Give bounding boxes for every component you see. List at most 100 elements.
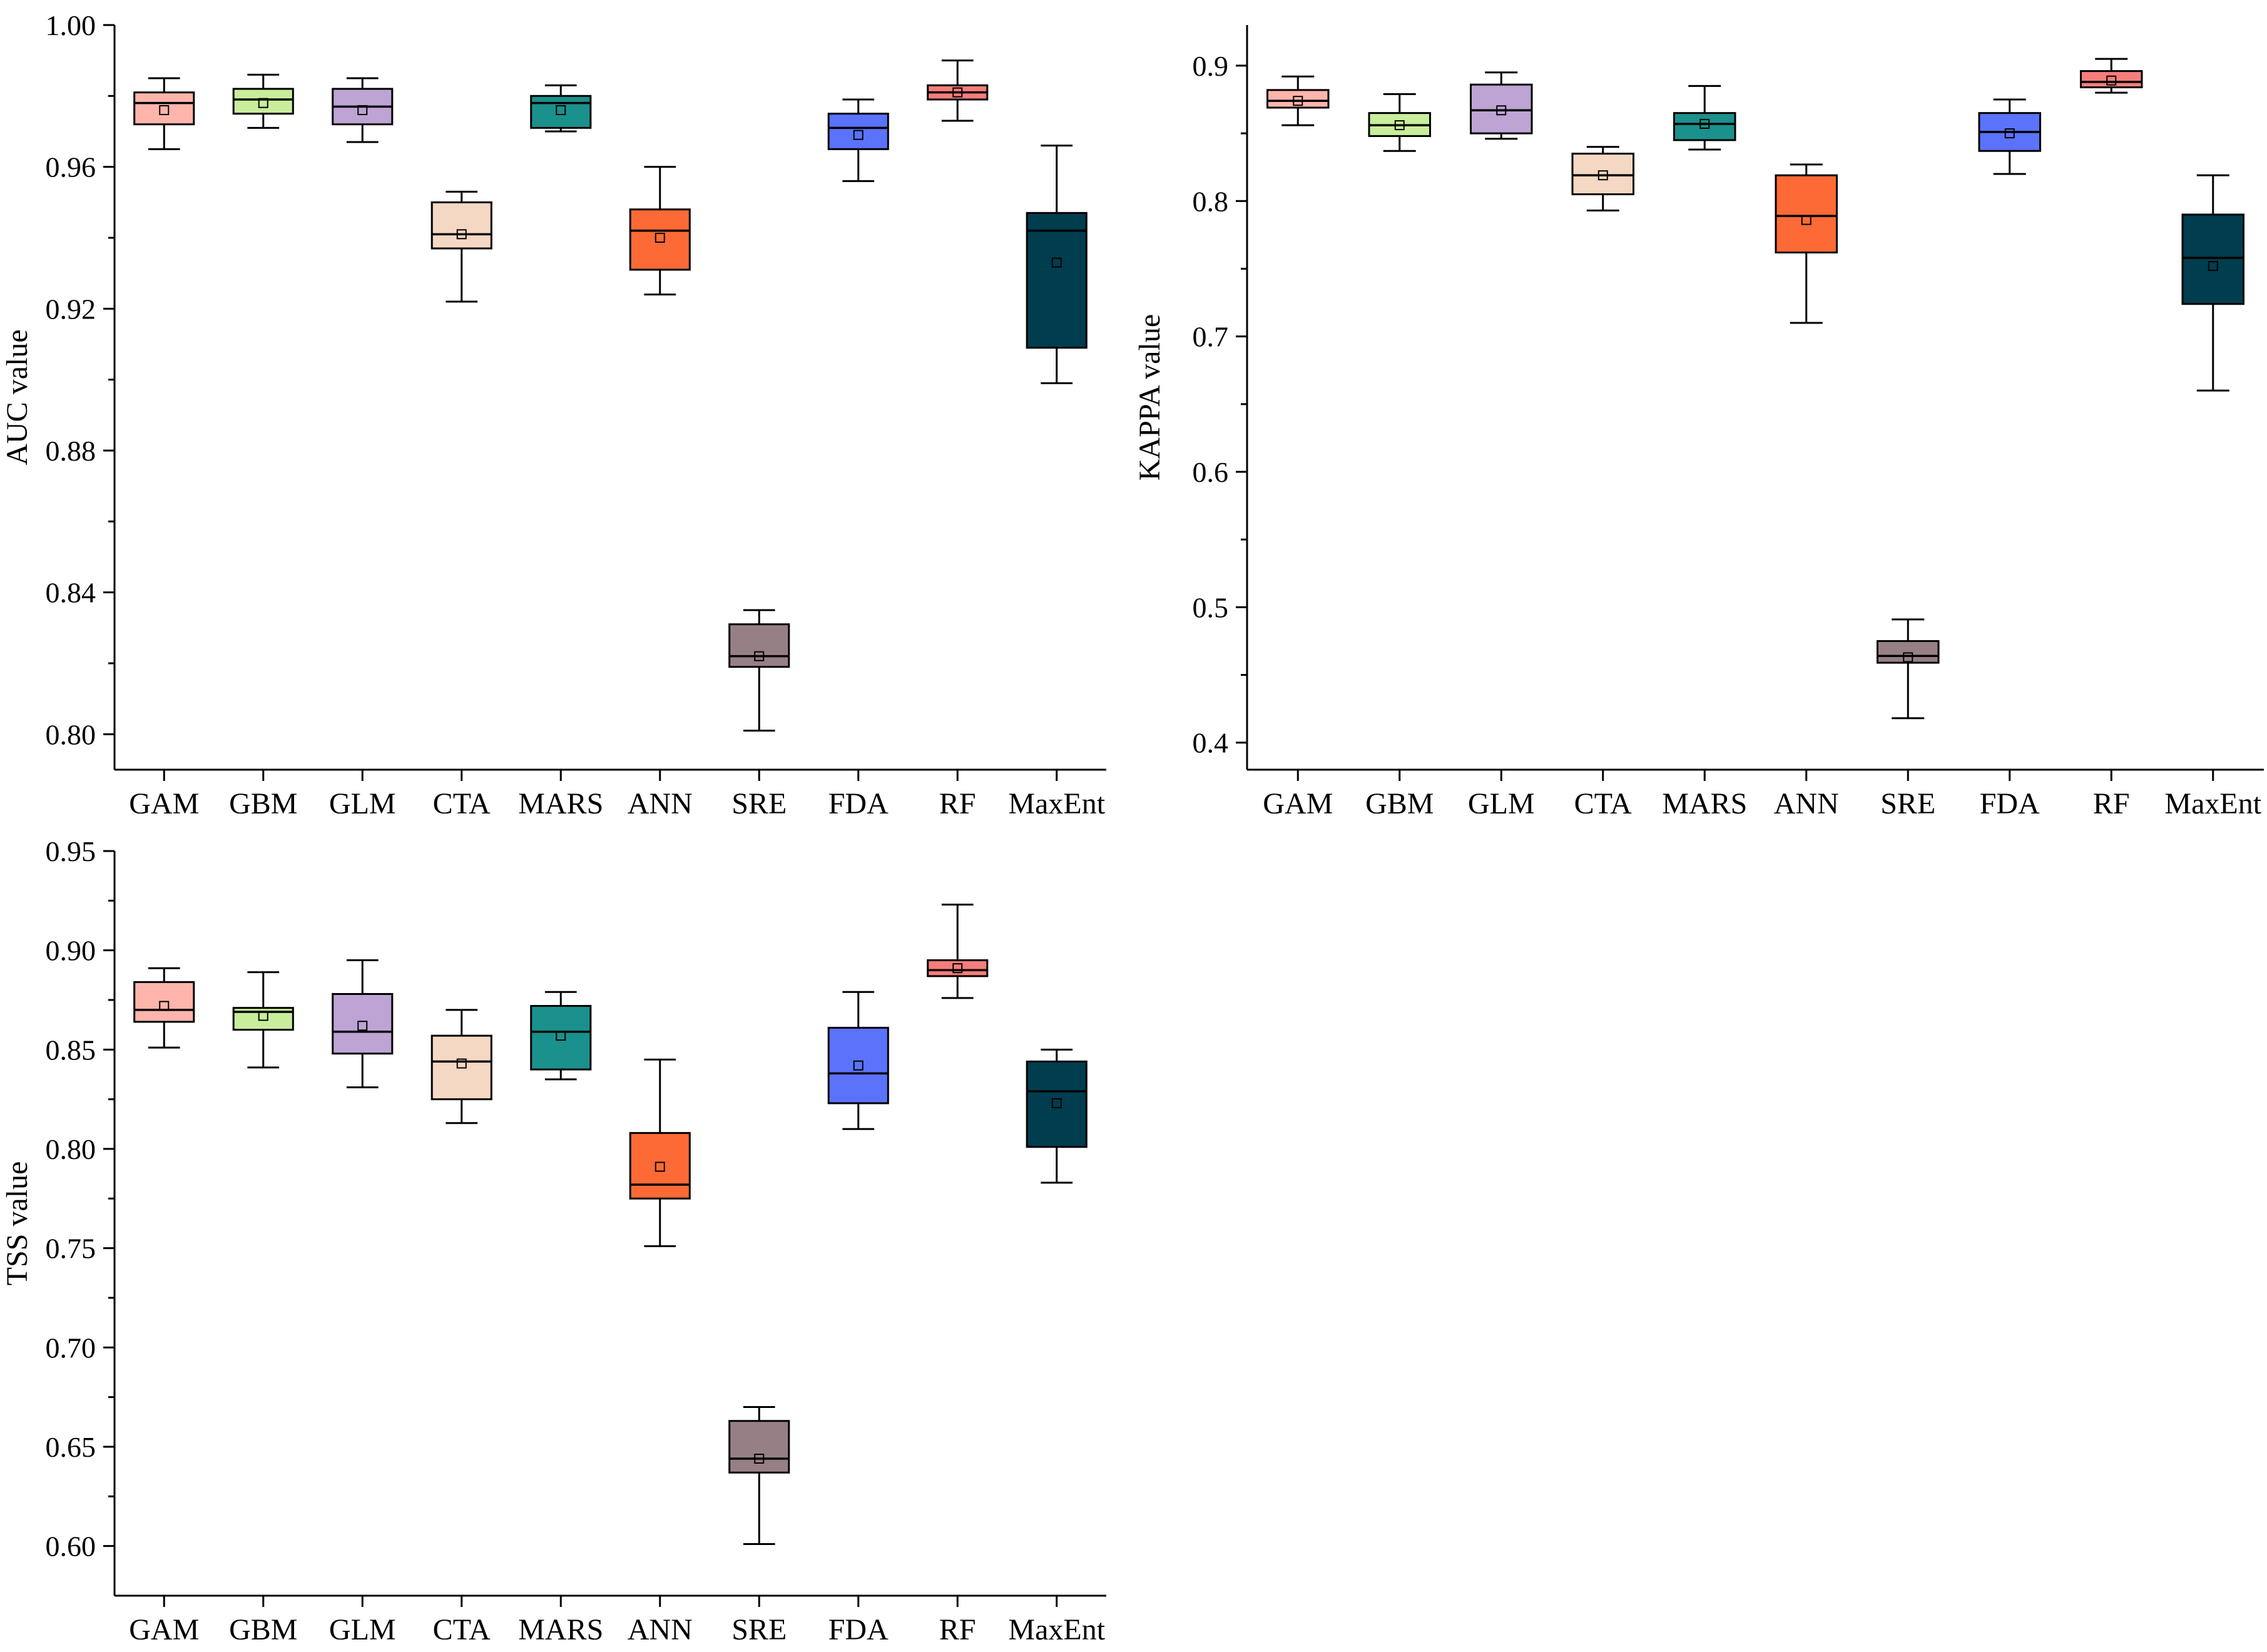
x-tick-label-mars: MARS (518, 787, 603, 820)
box-sre (728, 1406, 790, 1545)
mean-marker (952, 963, 963, 974)
x-tick-label-gbm: GBM (1365, 787, 1434, 820)
x-tick-label-cta: CTA (433, 787, 491, 820)
chart-panel-1: 0.80 0.84 0.88 0.92 0.96 1.00 AUC value GAM GBM G… (1, 9, 1106, 820)
iqr-box (1673, 112, 1736, 141)
mean-marker (1699, 118, 1710, 129)
x-tick-label-gam: GAM (129, 787, 199, 820)
y-tick-label: 1.00 (46, 9, 96, 41)
mean-marker (1394, 120, 1405, 131)
box-sre (1877, 618, 1940, 720)
box-fda (1978, 98, 2041, 175)
x-tick-label-maxent: MaxEnt (1008, 787, 1105, 820)
x-tick-label-maxent: MaxEnt (1008, 1613, 1105, 1646)
iqr-box (728, 623, 790, 668)
box-maxent (1026, 1048, 1088, 1184)
x-tick-label-rf: RF (2093, 787, 2130, 820)
mean-marker (952, 87, 963, 98)
x-tick-label-fda: FDA (1980, 787, 2040, 820)
box-ann (1775, 163, 1838, 324)
x-tick-label-glm: GLM (1468, 787, 1535, 820)
box-cta (1571, 146, 1634, 212)
iqr-box (629, 1132, 691, 1200)
iqr-box (1026, 212, 1088, 349)
mean-marker (1496, 105, 1507, 116)
chart-panel-2: 0.4 0.5 0.6 0.7 0.8 0.9 KAPPA value GAM GBM GLM CT… (1133, 25, 2264, 820)
iqr-box (827, 1026, 889, 1104)
box-gam (133, 77, 195, 150)
iqr-box (2181, 213, 2244, 305)
iqr-box (1877, 640, 1940, 664)
x-tick-label-cta: CTA (433, 1613, 491, 1646)
y-tick-label: 0.60 (46, 1531, 96, 1563)
y-tick-label: 0.80 (46, 718, 96, 750)
y-tick-label: 0.8 (1193, 185, 1229, 217)
iqr-box (1571, 153, 1634, 195)
box-ann (629, 166, 691, 296)
x-tick-label-fda: FDA (828, 1613, 889, 1646)
x-tick-label-cta: CTA (1574, 787, 1632, 820)
y-tick-label: 0.65 (46, 1431, 96, 1463)
mean-marker (1597, 170, 1608, 181)
x-tick-label-gbm: GBM (229, 787, 297, 820)
y-tick-label: 0.92 (46, 293, 96, 325)
iqr-box (133, 91, 195, 126)
mean-marker (357, 105, 368, 115)
mean-marker (655, 233, 665, 243)
mean-marker (754, 1454, 765, 1464)
mean-marker (1801, 215, 1811, 225)
iqr-box (629, 208, 691, 271)
box-gbm (232, 73, 294, 129)
box-cta (430, 1009, 492, 1124)
box-rf (927, 904, 989, 999)
x-tick-label-mars: MARS (518, 1613, 603, 1646)
iqr-box (728, 1420, 790, 1474)
x-tick-label-rf: RF (939, 1613, 976, 1646)
mean-marker (159, 105, 170, 115)
iqr-box (530, 94, 592, 129)
mean-marker (1051, 257, 1062, 268)
y-tick-label: 0.96 (46, 151, 96, 183)
mean-marker (159, 1001, 170, 1011)
y-tick-label: 0.95 (46, 835, 96, 867)
mean-marker (754, 651, 765, 661)
x-tick-label-ann: ANN (1774, 787, 1839, 820)
mean-marker (456, 1058, 467, 1069)
box-maxent (2181, 174, 2244, 392)
mean-marker (655, 1161, 665, 1172)
mean-marker (1293, 96, 1303, 106)
y-axis-title: KAPPA value (1133, 314, 1166, 481)
iqr-box (232, 88, 294, 115)
y-tick-label: 0.6 (1193, 456, 1229, 488)
box-mars (1673, 84, 1736, 151)
box-mars (530, 84, 592, 133)
mean-marker (853, 1060, 863, 1071)
iqr-box (1026, 1060, 1088, 1148)
box-fda (827, 98, 889, 182)
box-glm (332, 959, 394, 1089)
y-tick-label: 0.7 (1193, 321, 1229, 353)
x-tick-label-ann: ANN (628, 787, 693, 820)
iqr-box (1470, 83, 1533, 135)
y-tick-label: 0.80 (46, 1133, 96, 1165)
box-gbm (1368, 93, 1431, 152)
chart-panel-3: 0.60 0.65 0.70 0.75 0.80 0.85 0.90 0.95 TSS valu… (1, 835, 1106, 1646)
iqr-box (1266, 89, 1330, 109)
mean-marker (357, 1021, 368, 1031)
y-axis-title: TSS value (1, 1161, 34, 1286)
y-tick-label: 0.9 (1193, 50, 1229, 82)
box-rf (927, 59, 989, 122)
box-maxent (1026, 145, 1088, 384)
iqr-box (332, 992, 394, 1055)
mean-marker (2208, 261, 2218, 272)
y-tick-label: 0.70 (46, 1332, 96, 1364)
x-tick-label-sre: SRE (1880, 787, 1935, 820)
y-tick-label: 0.5 (1193, 591, 1229, 623)
y-tick-label: 0.75 (46, 1233, 96, 1265)
y-tick-label: 0.90 (46, 935, 96, 967)
x-tick-label-gbm: GBM (229, 1613, 297, 1646)
mean-marker (556, 105, 566, 115)
box-sre (728, 609, 790, 732)
x-tick-label-sre: SRE (731, 787, 787, 820)
